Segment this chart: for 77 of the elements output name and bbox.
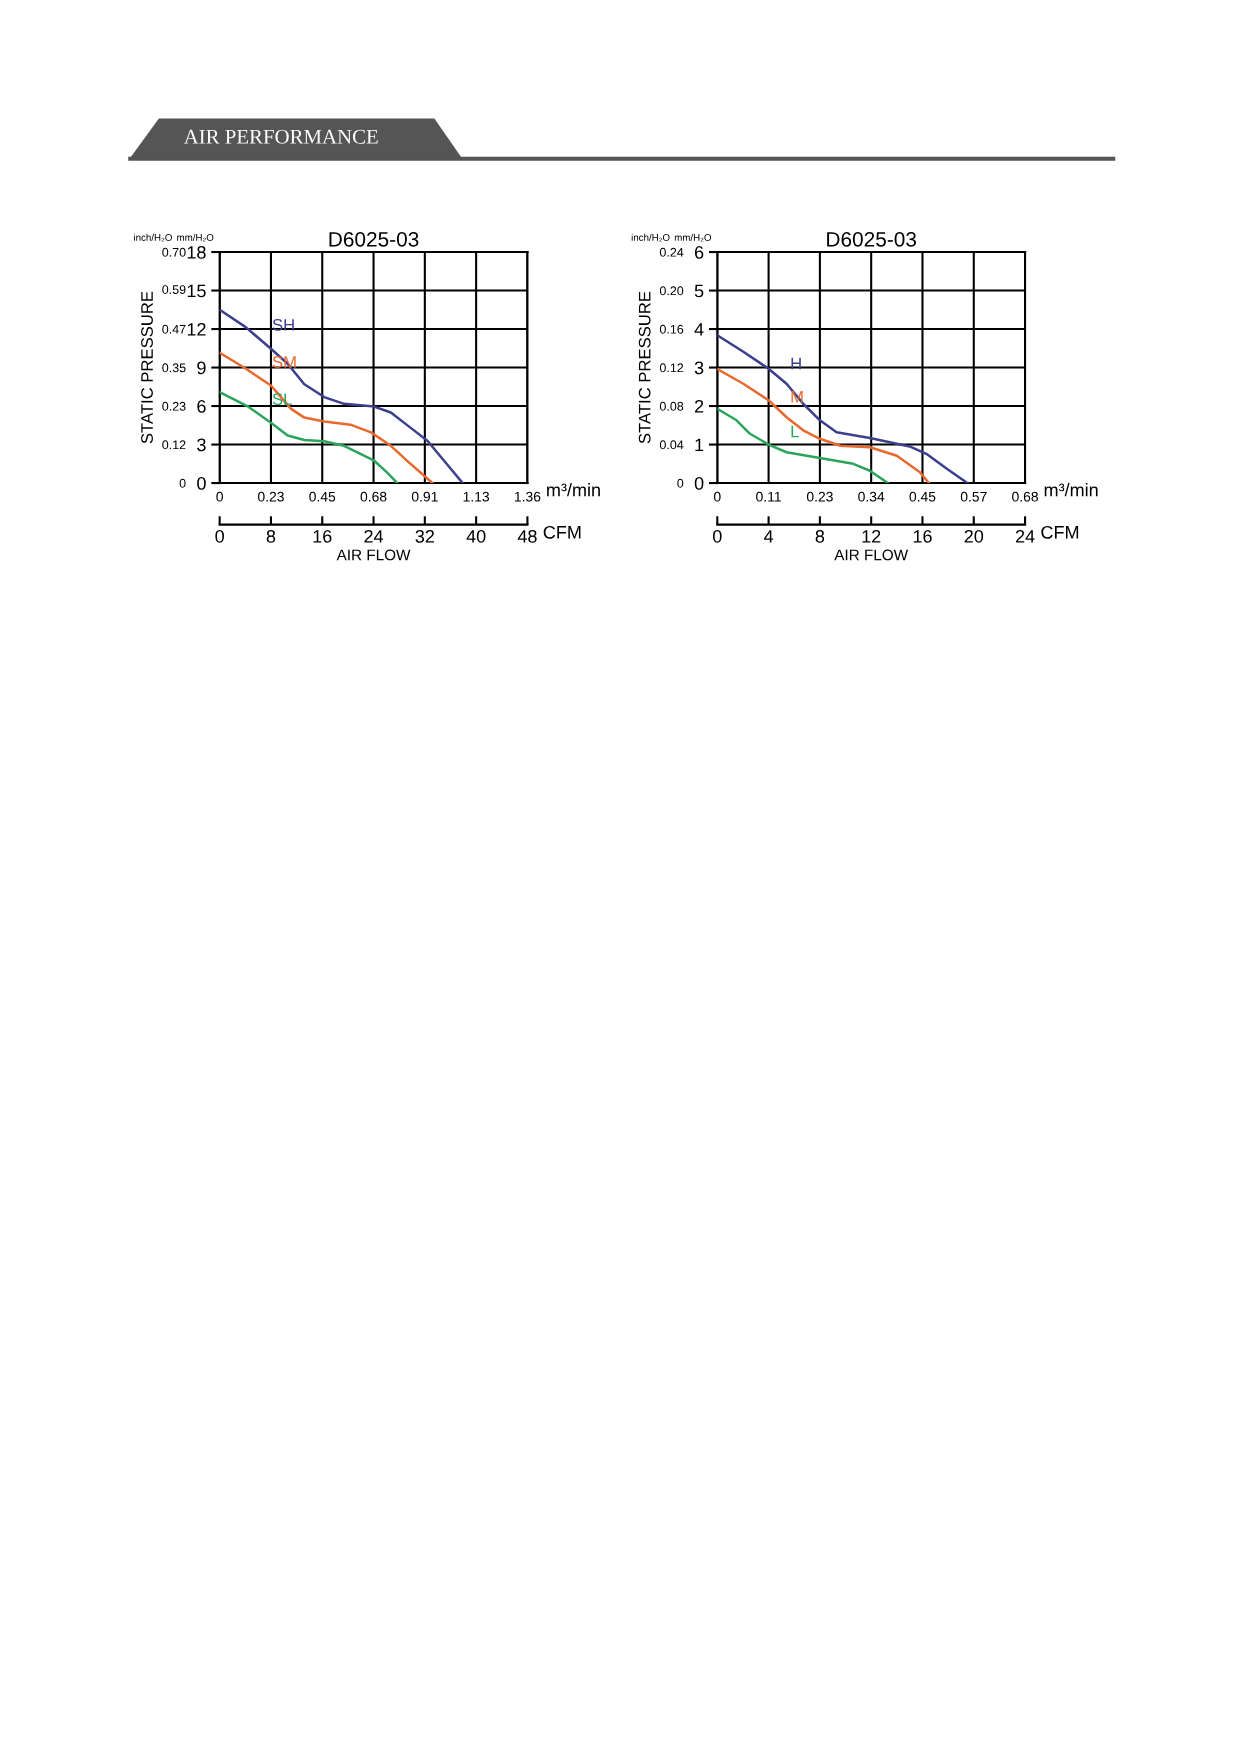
y-tick-label: 9 xyxy=(197,361,206,375)
y2-tick-label: 0.23 xyxy=(162,401,186,411)
x2-tick-label: 0.91 xyxy=(411,491,438,502)
x-tick-label: 32 xyxy=(415,529,434,543)
text: CFM xyxy=(1041,525,1079,539)
x-tick-label: 24 xyxy=(1015,529,1035,543)
line-series xyxy=(219,308,464,484)
y-tick-label: 3 xyxy=(197,438,206,452)
x2-tick-label: 1.13 xyxy=(463,491,490,502)
line-series xyxy=(219,351,434,484)
chart-title: D6025-03 xyxy=(827,231,917,247)
y-tick-label: 2 xyxy=(694,399,704,413)
x-tick-label: 20 xyxy=(964,529,984,543)
x-tick-label: 48 xyxy=(517,529,537,543)
x2-axis-title: m³/min xyxy=(547,483,600,497)
x2-tick-label: 0.23 xyxy=(806,491,833,502)
x2-tick-label: 0.68 xyxy=(1012,491,1038,502)
y2-tick-label: 0.24 xyxy=(659,247,684,257)
x2-tick-label: 0 xyxy=(216,491,223,502)
y-tick-label: 6 xyxy=(694,245,704,259)
text: mm/H₂O xyxy=(674,233,711,242)
x2-tick-label: 1.36 xyxy=(514,491,541,502)
text: AIR PERFORMANCE xyxy=(183,129,378,144)
x2-tick-label: 0 xyxy=(713,491,721,502)
y-tick-label: 1 xyxy=(695,438,704,452)
x-tick-label: 24 xyxy=(364,529,384,543)
x-tick-label: 0 xyxy=(712,529,722,543)
x-tick-label: 4 xyxy=(763,530,774,543)
x-axis-title: AIR FLOW xyxy=(336,549,411,561)
x2-tick-label: 0.45 xyxy=(909,491,936,502)
x-tick-label: 8 xyxy=(815,529,825,543)
text: CFM xyxy=(543,525,581,539)
x-tick-label: 40 xyxy=(466,529,486,543)
x-tick-label: 12 xyxy=(862,529,881,543)
x2-tick-label: 0.45 xyxy=(309,491,336,502)
y-tick-label: 15 xyxy=(187,284,206,298)
y-tick-label: 0 xyxy=(197,476,206,490)
x2-tick-label: 0.34 xyxy=(858,491,885,502)
y2-tick-label: 0.12 xyxy=(162,440,186,450)
y2-axis-title: STATIC PRESSURE xyxy=(638,291,651,444)
text: inch/H₂O xyxy=(631,233,670,242)
y2-tick-label: 0.70 xyxy=(162,247,186,257)
y2-tick-label: 0.16 xyxy=(659,324,684,334)
y2-tick-label: 0.08 xyxy=(659,401,684,411)
x2-axis-title: m³/min xyxy=(1044,483,1098,497)
line-series xyxy=(717,407,890,484)
x2-tick-label: 0.57 xyxy=(960,491,987,502)
chart-title: D6025-03 xyxy=(329,231,419,247)
y-tick-label: 3 xyxy=(694,361,704,375)
text: inch/H₂O xyxy=(134,233,172,242)
y2-tick-label: 0.59 xyxy=(162,285,186,294)
y-tick-label: 5 xyxy=(694,284,704,298)
x-tick-label: 8 xyxy=(266,529,276,543)
y2-tick-label: 0 xyxy=(179,478,186,488)
x-tick-label: 16 xyxy=(913,529,932,543)
y2-tick-label: 0 xyxy=(677,478,684,488)
line-series xyxy=(219,390,399,484)
x-axis-title: AIR FLOW xyxy=(834,549,909,561)
x2-tick-label: 0.23 xyxy=(257,491,284,502)
y-tick-label: 0 xyxy=(694,476,704,490)
y2-tick-label: 0.04 xyxy=(659,440,684,450)
x-tick-label: 16 xyxy=(313,529,332,543)
line-series xyxy=(717,333,969,484)
y-tick-label: 6 xyxy=(197,399,206,413)
text: mm/H₂O xyxy=(177,233,214,242)
y-tick-label: 4 xyxy=(694,323,704,336)
y2-tick-label: 0.12 xyxy=(659,363,684,373)
x-tick-label: 0 xyxy=(215,529,224,543)
series-label: L xyxy=(791,425,799,438)
y2-tick-label: 0.20 xyxy=(659,286,684,296)
x2-tick-label: 0.11 xyxy=(756,491,781,502)
y-tick-label: 12 xyxy=(187,322,206,336)
y2-tick-label: 0.47 xyxy=(162,324,186,334)
y2-tick-label: 0.35 xyxy=(162,363,186,373)
y2-axis-title: STATIC PRESSURE xyxy=(141,291,153,444)
y-tick-label: 18 xyxy=(187,245,206,259)
x2-tick-label: 0.68 xyxy=(360,491,387,502)
